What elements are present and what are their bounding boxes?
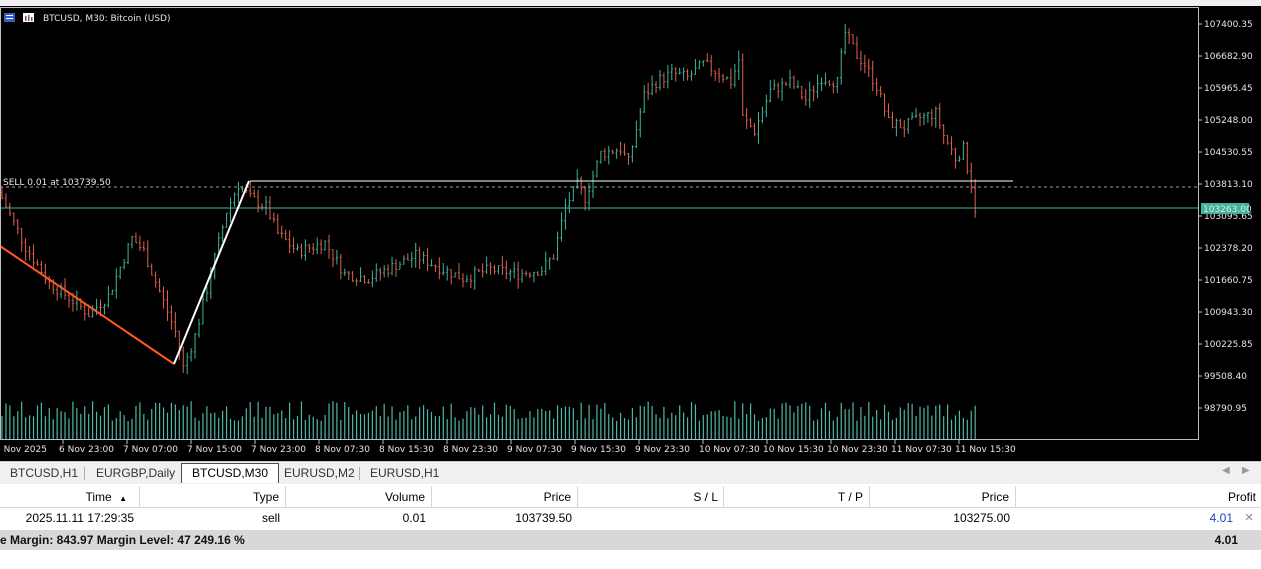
close-position-icon[interactable]: ✕ — [1244, 512, 1254, 524]
row-tp — [724, 508, 870, 528]
row-volume: 0.01 — [402, 511, 426, 525]
price-tick-label: 103095.65 — [1204, 212, 1253, 222]
col-type-header[interactable]: Type — [140, 486, 286, 508]
volume-histogram — [1, 401, 976, 439]
chart-bars-icon-bar — [31, 17, 33, 21]
price-tick-label: 101660.75 — [1204, 276, 1253, 286]
chart-tabs-bar: BTCUSD,H1 EURGBP,Daily BTCUSD,M30 EURUSD… — [0, 461, 1261, 484]
price-tick-label: 100225.85 — [1204, 340, 1253, 350]
margin-status-text: e Margin: 843.97 Margin Level: 47 249.16… — [0, 533, 245, 547]
time-tick-label: 10 Nov 23:30 — [827, 445, 888, 455]
sort-ascending-icon: ▲ — [119, 494, 127, 503]
chart-window-icon-line — [6, 18, 13, 19]
current-price-value: 103263.00 — [1203, 205, 1252, 215]
time-tick-label: 10 Nov 15:30 — [763, 445, 824, 455]
tab-separator — [359, 467, 360, 480]
col-price-header[interactable]: Price — [432, 486, 578, 508]
col-price2-header[interactable]: Price — [870, 486, 1016, 508]
row-current-price: 103275.00 — [953, 511, 1010, 525]
chart-bars-icon-bar — [25, 16, 27, 21]
time-tick-label: 7 Nov 07:00 — [123, 445, 178, 455]
time-tick-label: 8 Nov 23:30 — [443, 445, 498, 455]
row-type: sell — [261, 511, 280, 525]
chart-bars-icon-bar — [28, 15, 30, 21]
trend-line-down[interactable] — [0, 245, 175, 365]
col-sl-header[interactable]: S / L — [578, 486, 724, 508]
price-tick-label: 105248.00 — [1204, 116, 1253, 126]
tab-eurusd-h1[interactable]: EURUSD,H1 — [370, 466, 440, 480]
chart-title: BTCUSD, M30: Bitcoin (USD) — [43, 14, 170, 24]
time-tick-label: 11 Nov 15:30 — [955, 445, 1016, 455]
row-time: 2025.11.11 17:29:35 — [25, 511, 134, 525]
price-tick-label: 98790.95 — [1204, 404, 1247, 414]
col-time-header[interactable]: Time ▲ — [0, 486, 140, 508]
tab-btcusd-m30[interactable]: BTCUSD,M30 — [181, 463, 280, 483]
sell-order-label: SELL 0.01 at 103739.50 — [3, 178, 111, 188]
account-status-bar: e Margin: 843.97 Margin Level: 47 249.16… — [0, 530, 1261, 550]
price-tick-label: 107400.35 — [1204, 20, 1253, 30]
chart-frame — [0, 7, 1199, 440]
time-tick-label: 6 Nov 23:00 — [59, 445, 114, 455]
price-tick-label: 105965.45 — [1204, 84, 1253, 94]
price-tick-label: 102378.20 — [1204, 244, 1253, 254]
price-tick-label: 99508.40 — [1204, 372, 1247, 382]
tab-eurgbp-daily[interactable]: EURGBP,Daily — [96, 466, 176, 480]
current-price-tag: 103263.00 — [1201, 203, 1252, 215]
time-tick-label: 11 Nov 07:30 — [891, 445, 952, 455]
col-profit-header[interactable]: Profit — [1016, 486, 1261, 508]
time-tick-label: 8 Nov 07:30 — [315, 445, 370, 455]
time-tick-label: 7 Nov 15:00 — [187, 445, 242, 455]
price-tick-label: 106682.90 — [1204, 52, 1253, 62]
row-profit: 4.01 — [1209, 511, 1233, 525]
current-price-tag-bg — [1201, 203, 1249, 214]
price-axis: 107400.35 106682.90 105965.45 105248.00 1045… — [1198, 20, 1253, 414]
chart-window-icon[interactable] — [4, 13, 15, 22]
tab-scroll-right-icon[interactable]: ▶ — [1242, 465, 1250, 476]
row-sl — [578, 508, 724, 528]
trend-line-up[interactable] — [173, 180, 250, 365]
chart-header: BTCUSD, M30: Bitcoin (USD) — [4, 13, 170, 24]
chart-window-icon-line — [6, 15, 13, 16]
time-tick-label: 9 Nov 07:30 — [507, 445, 562, 455]
time-tick-label: 9 Nov 23:30 — [635, 445, 690, 455]
time-axis: 6 Nov 2025 6 Nov 23:00 7 Nov 07:00 7 Nov 15… — [0, 440, 1016, 455]
chart-background — [0, 6, 1261, 461]
tab-scroll-left-icon[interactable]: ◀ — [1222, 465, 1230, 476]
price-tick-label: 104530.55 — [1204, 148, 1253, 158]
time-tick-label: 8 Nov 15:30 — [379, 445, 434, 455]
time-tick-label: 7 Nov 23:00 — [251, 445, 306, 455]
row-price: 103739.50 — [515, 511, 572, 525]
total-profit: 4.01 — [1214, 533, 1238, 547]
tab-btcusd-h1[interactable]: BTCUSD,H1 — [10, 466, 79, 480]
price-tick-label: 103813.10 — [1204, 180, 1253, 190]
col-tp-header[interactable]: T / P — [724, 486, 870, 508]
price-tick-label: 100943.30 — [1204, 308, 1253, 318]
col-volume-header[interactable]: Volume — [286, 486, 432, 508]
time-tick-label: 9 Nov 15:30 — [571, 445, 626, 455]
tab-eurusd-m2[interactable]: EURUSD,M2 — [284, 466, 355, 480]
price-chart[interactable]: SELL 0.01 at 103739.50 BTCUSD, M30: Bitc… — [0, 6, 1261, 461]
col-time-label: Time — [85, 490, 112, 504]
time-tick-label: 10 Nov 07:30 — [699, 445, 760, 455]
time-tick-label: 6 Nov 2025 — [0, 445, 47, 455]
tab-separator — [84, 467, 85, 480]
